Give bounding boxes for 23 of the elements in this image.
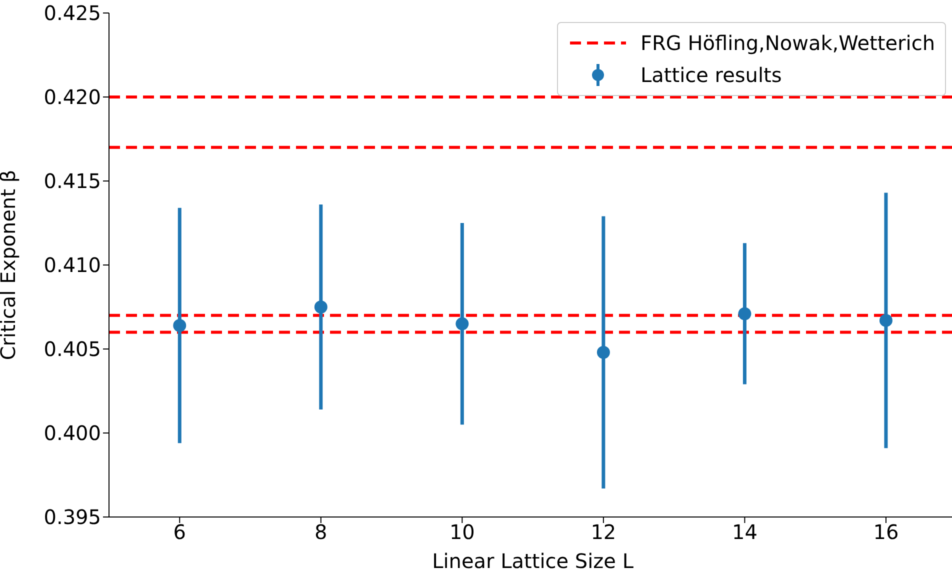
x-tick-label: 8 bbox=[314, 520, 328, 544]
y-tick-label: 0.415 bbox=[44, 169, 101, 194]
point bbox=[456, 317, 469, 330]
y-tick-label: 0.395 bbox=[44, 505, 101, 530]
x-tick-label: 12 bbox=[590, 520, 616, 544]
y-tick-label: 0.420 bbox=[44, 85, 101, 110]
point bbox=[314, 300, 328, 314]
point bbox=[738, 307, 752, 320]
y-tick-label: 0.425 bbox=[44, 1, 101, 26]
y-tick-label: 0.405 bbox=[44, 337, 101, 362]
point bbox=[596, 346, 610, 359]
x-tick-label: 10 bbox=[449, 520, 475, 544]
legend-label: Lattice results bbox=[640, 63, 782, 87]
x-axis-title: Linear Lattice Size L bbox=[432, 549, 634, 573]
y-tick-label: 0.410 bbox=[44, 253, 101, 278]
point bbox=[173, 318, 186, 332]
y-tick-label: 0.400 bbox=[44, 421, 101, 446]
x-tick-label: 6 bbox=[173, 520, 186, 544]
point bbox=[879, 314, 892, 327]
x-tick-label: 16 bbox=[873, 520, 899, 544]
legend-label: FRG Höfling,Nowak,Wetterich bbox=[640, 31, 935, 55]
y-axis-title: Critical Exponent β bbox=[0, 170, 20, 360]
x-tick-label: 14 bbox=[732, 520, 758, 544]
